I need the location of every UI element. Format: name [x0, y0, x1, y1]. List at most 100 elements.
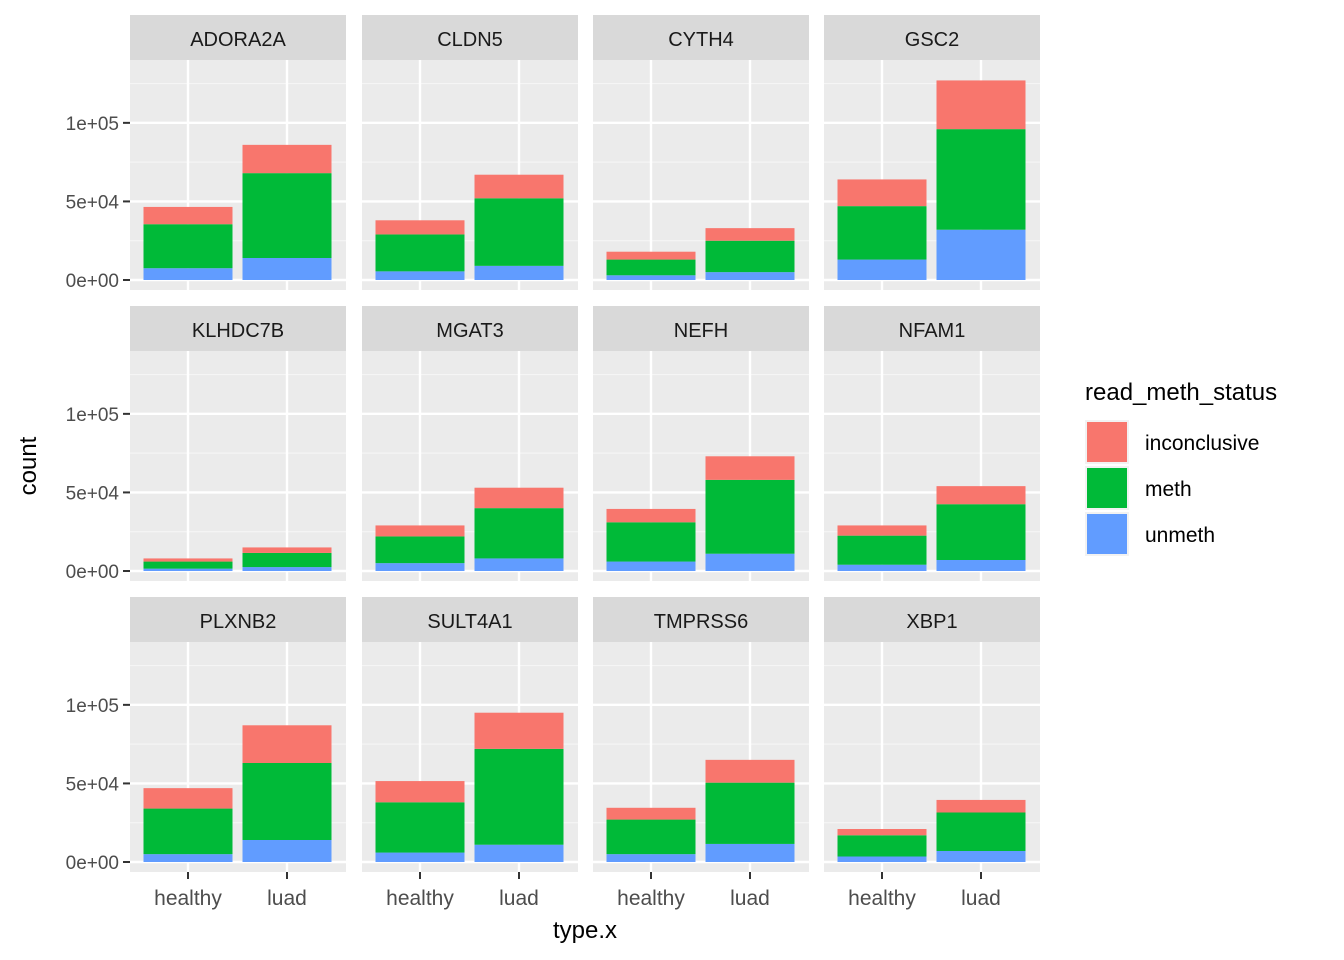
x-tick-label: luad: [961, 887, 1001, 910]
bar-tmprss6-healthy-inconclusive: [606, 807, 696, 820]
bar-klhdc7b-luad-unmeth: [242, 567, 332, 571]
facet-strip-label: SULT4A1: [427, 611, 512, 633]
y-tick-label: 0e+00: [66, 562, 119, 583]
bar-xbp1-healthy-meth: [837, 835, 927, 857]
legend-swatch-meth: [1087, 468, 1127, 508]
bar-gsc2-luad-inconclusive: [936, 80, 1026, 130]
y-tick-label: 0e+00: [66, 271, 119, 292]
bar-xbp1-luad-inconclusive: [936, 799, 1026, 813]
facet-strip: [824, 306, 1040, 351]
legend-label-inconclusive: inconclusive: [1145, 432, 1259, 455]
bar-nfam1-luad-unmeth: [936, 560, 1026, 571]
bar-cyth4-healthy-unmeth: [606, 275, 696, 280]
legend-swatch-inconclusive: [1087, 422, 1127, 462]
bar-gsc2-luad-meth: [936, 129, 1026, 230]
bar-xbp1-healthy-inconclusive: [837, 829, 927, 836]
bar-sult4a1-luad-inconclusive: [474, 712, 564, 749]
bar-adora2a-luad-meth: [242, 173, 332, 258]
y-axis-title: count: [15, 436, 42, 495]
facet-panel-tmprss6: TMPRSS6: [593, 597, 809, 872]
bar-tmprss6-luad-unmeth: [705, 843, 795, 862]
facet-panel-plxnb2: PLXNB2: [130, 597, 346, 872]
y-tick-label: 5e+04: [66, 192, 120, 213]
x-tick-label: luad: [730, 887, 770, 910]
bar-mgat3-luad-inconclusive: [474, 487, 564, 509]
y-tick-label: 0e+00: [66, 853, 119, 874]
facet-strip-label: CLDN5: [437, 29, 503, 51]
facet-strip-label: KLHDC7B: [192, 320, 284, 342]
facet-panel-nefh: NEFH: [593, 306, 809, 581]
bar-plxnb2-healthy-unmeth: [143, 854, 233, 862]
legend-label-meth: meth: [1145, 478, 1192, 501]
bar-plxnb2-healthy-inconclusive: [143, 788, 233, 809]
facet-strip: [130, 597, 346, 642]
facet-panel-gsc2: GSC2: [824, 15, 1040, 290]
bar-cldn5-healthy-unmeth: [375, 271, 465, 280]
bar-xbp1-luad-unmeth: [936, 851, 1026, 862]
bar-nfam1-healthy-meth: [837, 535, 927, 565]
bar-adora2a-luad-inconclusive: [242, 144, 332, 174]
bar-klhdc7b-healthy-unmeth: [143, 568, 233, 571]
bar-cyth4-healthy-inconclusive: [606, 251, 696, 260]
bar-tmprss6-luad-meth: [705, 782, 795, 844]
bar-mgat3-luad-meth: [474, 508, 564, 559]
bar-cldn5-luad-unmeth: [474, 265, 564, 280]
facet-panel-sult4a1: SULT4A1: [362, 597, 578, 872]
bar-nefh-luad-inconclusive: [705, 456, 795, 480]
facet-strip: [593, 597, 809, 642]
axes: 0e+00 5e+04 1e+05 0e+00 5e+04 1e+05 0e+00 5e+04…: [66, 114, 1001, 910]
bar-xbp1-healthy-unmeth: [837, 856, 927, 862]
facet-strip: [130, 15, 346, 60]
y-tick-label: 1e+05: [66, 696, 119, 717]
bar-sult4a1-luad-unmeth: [474, 844, 564, 862]
bar-plxnb2-healthy-meth: [143, 808, 233, 855]
bar-gsc2-healthy-meth: [837, 206, 927, 260]
facet-strip: [362, 597, 578, 642]
facet-strip-label: NEFH: [674, 320, 728, 342]
legend-label-unmeth: unmeth: [1145, 524, 1215, 547]
bar-sult4a1-healthy-unmeth: [375, 852, 465, 862]
bar-klhdc7b-healthy-inconclusive: [143, 558, 233, 562]
bar-gsc2-healthy-inconclusive: [837, 179, 927, 207]
bar-adora2a-healthy-unmeth: [143, 268, 233, 280]
y-tick-label: 5e+04: [66, 774, 120, 795]
bar-nefh-luad-unmeth: [705, 553, 795, 571]
bar-gsc2-luad-unmeth: [936, 229, 1026, 280]
bar-gsc2-healthy-unmeth: [837, 259, 927, 280]
bar-nfam1-healthy-unmeth: [837, 564, 927, 571]
facet-strip-label: MGAT3: [436, 320, 503, 342]
bar-adora2a-healthy-inconclusive: [143, 206, 233, 225]
legend: read_meth_status inconclusive meth unmeth: [1085, 379, 1277, 556]
bar-mgat3-healthy-meth: [375, 536, 465, 564]
y-tick-label: 1e+05: [66, 405, 119, 426]
bar-klhdc7b-luad-meth: [242, 552, 332, 568]
bar-plxnb2-luad-meth: [242, 763, 332, 840]
bar-mgat3-healthy-inconclusive: [375, 525, 465, 537]
bar-plxnb2-luad-inconclusive: [242, 725, 332, 763]
bar-sult4a1-healthy-meth: [375, 802, 465, 853]
facet-strip-label: NFAM1: [899, 320, 966, 342]
legend-keys: inconclusive meth unmeth: [1085, 420, 1259, 556]
bar-cyth4-luad-meth: [705, 240, 795, 273]
bar-nfam1-luad-meth: [936, 504, 1026, 560]
facet-strip: [130, 306, 346, 351]
facet-strip: [362, 15, 578, 60]
facet-panel-klhdc7b: KLHDC7B: [130, 306, 346, 581]
x-tick-label: luad: [267, 887, 307, 910]
bar-nfam1-luad-inconclusive: [936, 486, 1026, 505]
facet-panel-mgat3: MGAT3: [362, 306, 578, 581]
bar-cldn5-healthy-meth: [375, 234, 465, 272]
x-tick-label: healthy: [617, 887, 685, 910]
bar-cldn5-healthy-inconclusive: [375, 220, 465, 235]
facet-panel-adora2a: ADORA2A: [130, 15, 346, 290]
facet-strip: [362, 306, 578, 351]
panel-background: [130, 351, 346, 581]
bar-plxnb2-luad-unmeth: [242, 840, 332, 862]
bar-nefh-luad-meth: [705, 479, 795, 554]
y-tick-label: 1e+05: [66, 114, 119, 135]
facet-strip: [824, 15, 1040, 60]
legend-swatch-unmeth: [1087, 514, 1127, 554]
bar-adora2a-healthy-meth: [143, 224, 233, 269]
bar-nefh-healthy-meth: [606, 522, 696, 562]
bar-cldn5-luad-inconclusive: [474, 174, 564, 199]
